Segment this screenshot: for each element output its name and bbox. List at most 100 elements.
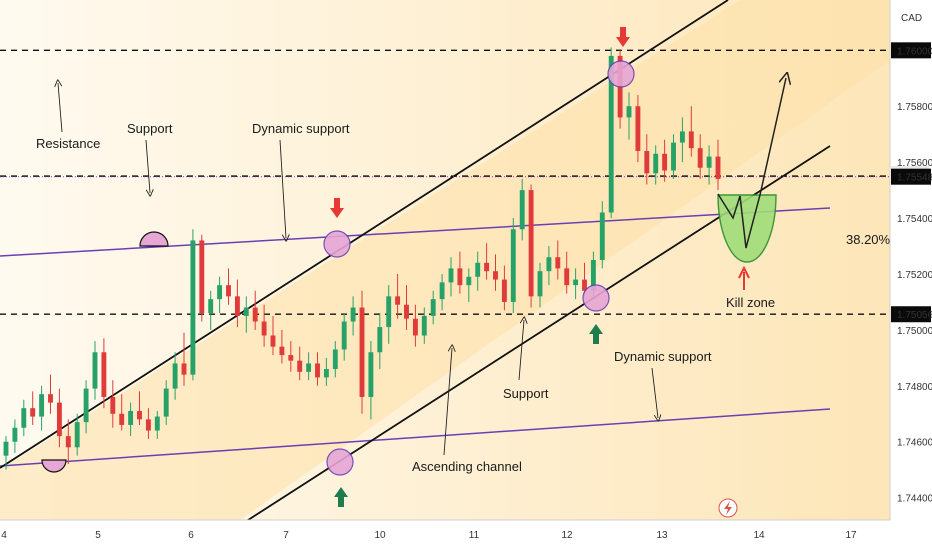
candle-body	[12, 427, 18, 442]
candle	[128, 402, 134, 437]
candle-body	[688, 131, 694, 149]
candle	[3, 436, 9, 470]
channel-fill	[0, 0, 890, 520]
candle	[12, 419, 18, 453]
candle	[234, 279, 240, 328]
price-axis-background	[890, 0, 932, 550]
candle	[412, 304, 418, 347]
candle	[564, 251, 570, 294]
candle-body	[3, 441, 9, 456]
candle	[39, 385, 45, 431]
candle	[145, 408, 151, 439]
candles-layer	[3, 47, 721, 470]
candle-body	[439, 282, 445, 300]
candle-body	[217, 285, 223, 300]
candle	[163, 380, 169, 425]
candle-body	[555, 257, 561, 269]
candle-body	[279, 346, 285, 356]
x-tick-label: 12	[561, 530, 573, 541]
candle-body	[110, 396, 116, 414]
candle-body	[466, 276, 472, 286]
candle	[644, 134, 650, 185]
red-down-arrow	[330, 198, 344, 218]
candle	[448, 257, 454, 297]
label-dynamic-support-lower: Dynamic support	[614, 349, 712, 364]
candle-body	[573, 279, 579, 286]
candle-body	[475, 262, 481, 277]
y-tick-label: 1.74800	[897, 382, 932, 393]
candle	[537, 262, 543, 308]
candle	[56, 388, 62, 448]
candle	[501, 265, 507, 311]
candle-body	[145, 419, 151, 431]
touch-circle	[323, 230, 351, 258]
candle	[377, 313, 383, 370]
candle-body	[30, 408, 36, 417]
candle-body	[181, 363, 187, 375]
candle	[297, 346, 303, 381]
channel-upper-line	[0, 0, 729, 469]
candle	[252, 290, 258, 330]
candle-body	[83, 388, 89, 423]
candle	[386, 285, 392, 344]
candle-body	[199, 240, 205, 314]
annotations-layer: Resistance Support Dynamic support Ascendin…	[36, 27, 891, 518]
x-tick-label: 11	[469, 530, 480, 541]
candle	[457, 251, 463, 294]
candle	[706, 145, 712, 185]
currency-label: CAD	[901, 13, 922, 24]
candle	[83, 380, 89, 434]
candle	[626, 92, 632, 140]
candle	[208, 290, 214, 330]
y-tick-label: 1.75000	[897, 326, 932, 337]
highlight-box	[891, 306, 931, 323]
candle	[65, 419, 71, 465]
candle-body	[493, 271, 498, 280]
candle-body	[56, 402, 62, 437]
candle-body	[341, 321, 347, 350]
candle-body	[519, 190, 525, 230]
candle	[404, 285, 409, 330]
candle	[226, 268, 231, 305]
candle-body	[270, 335, 276, 347]
kill-zone-shape	[717, 194, 777, 263]
candle-body	[154, 416, 160, 431]
candle	[688, 106, 694, 157]
candle-body	[21, 408, 27, 428]
candle-body	[190, 240, 196, 375]
candle	[217, 276, 223, 314]
candle-body	[252, 307, 258, 322]
candle-body	[306, 363, 312, 372]
candle	[466, 268, 472, 302]
candle	[243, 296, 249, 333]
resistance-pointer	[58, 83, 63, 133]
touch-circle	[326, 448, 354, 476]
candle-body	[208, 299, 214, 314]
highlight-label: 1.75548	[897, 173, 932, 184]
x-tick-label: 13	[656, 530, 668, 541]
candle-body	[528, 190, 534, 297]
candle-body	[377, 327, 383, 353]
candle-body	[297, 360, 303, 372]
touch-half-circle-bottom	[41, 459, 67, 473]
x-tick-label: 7	[283, 530, 289, 541]
candle	[279, 329, 285, 364]
candle	[323, 357, 329, 386]
candle	[395, 273, 401, 319]
y-tick-label: 1.74600	[897, 438, 932, 449]
x-tick-label: 10	[374, 530, 386, 541]
candle-body	[74, 422, 80, 448]
candle-body	[421, 315, 427, 336]
candle-body	[590, 260, 596, 291]
candle-body	[715, 156, 721, 179]
candle	[30, 391, 36, 425]
touch-circle	[582, 284, 610, 312]
candle-body	[332, 349, 338, 370]
projection-path	[717, 78, 786, 249]
candle	[288, 341, 294, 372]
candle-body	[243, 307, 249, 316]
candle-body	[172, 363, 178, 389]
candle-body	[412, 318, 418, 336]
